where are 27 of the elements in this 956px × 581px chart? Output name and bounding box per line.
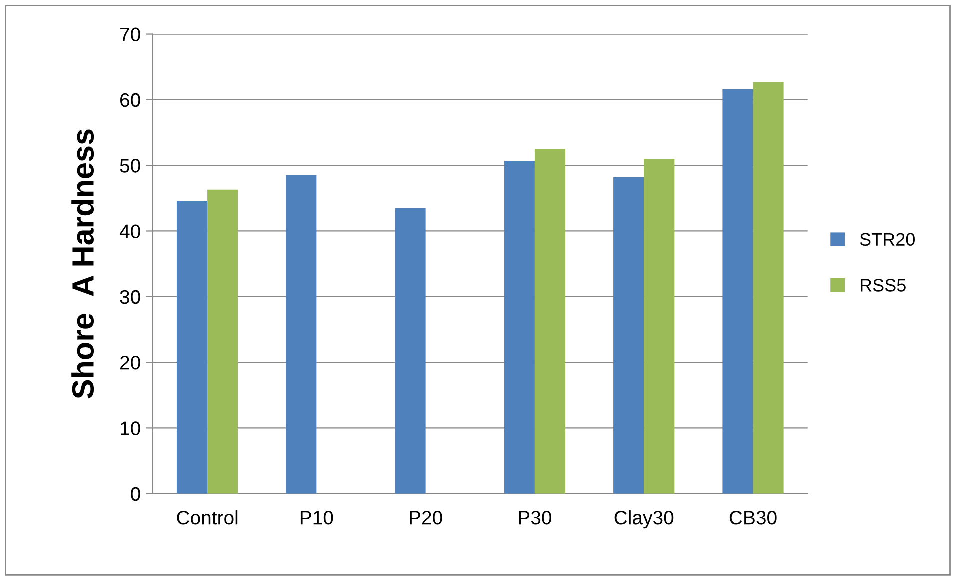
x-tick-label: Clay30 bbox=[614, 510, 674, 529]
y-tick-label: 0 bbox=[131, 487, 140, 502]
bar bbox=[753, 82, 784, 494]
y-tick-label: 20 bbox=[120, 356, 140, 370]
bar bbox=[395, 208, 426, 494]
bar bbox=[534, 149, 566, 494]
y-tick-label: 50 bbox=[120, 159, 140, 173]
x-tick-label: P30 bbox=[519, 511, 552, 525]
bar bbox=[722, 89, 754, 494]
bar bbox=[644, 159, 675, 494]
x-tick-label: P10 bbox=[300, 511, 334, 525]
bar bbox=[208, 190, 238, 494]
y-tick-label: 70 bbox=[120, 28, 140, 42]
bar bbox=[504, 160, 535, 494]
bar bbox=[176, 201, 208, 494]
y-tick-label: 40 bbox=[120, 224, 140, 238]
legend-label: STR20 bbox=[860, 233, 915, 246]
x-tick-label: CB30 bbox=[730, 511, 777, 525]
x-tick-label: Control bbox=[177, 510, 238, 525]
y-tick-label: 10 bbox=[121, 422, 140, 436]
bar bbox=[614, 177, 644, 494]
y-tick-label: 60 bbox=[120, 93, 140, 108]
legend-label: RSS5 bbox=[860, 279, 906, 292]
bar bbox=[286, 175, 317, 494]
y-tick-label: 30 bbox=[120, 290, 140, 304]
x-tick-label: P20 bbox=[410, 511, 442, 525]
y-axis-title: Shore A Hardness bbox=[72, 130, 94, 399]
